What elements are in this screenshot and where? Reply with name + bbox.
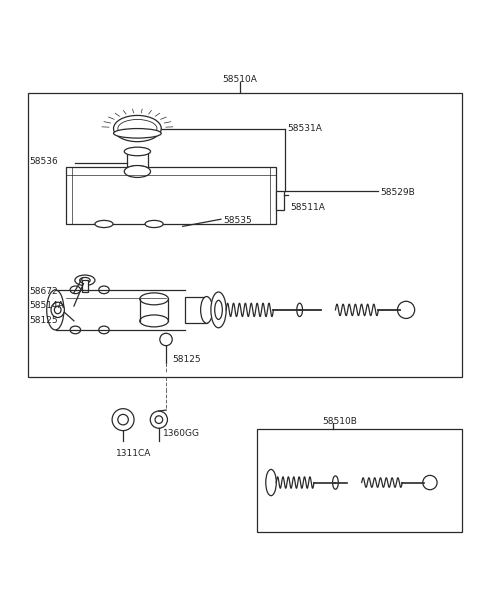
Ellipse shape [145, 220, 163, 228]
Bar [185, 296, 206, 323]
Text: 58529B: 58529B [381, 188, 416, 197]
Ellipse shape [266, 469, 276, 496]
Ellipse shape [70, 326, 81, 334]
Ellipse shape [124, 165, 151, 178]
Text: 58511A: 58511A [290, 204, 325, 212]
Ellipse shape [99, 286, 109, 293]
Text: 58536: 58536 [29, 157, 58, 167]
Bar [257, 429, 462, 532]
Bar [276, 191, 284, 210]
Ellipse shape [297, 303, 302, 317]
Text: 58531A: 58531A [288, 124, 323, 133]
Ellipse shape [70, 286, 81, 293]
Ellipse shape [201, 296, 213, 323]
Ellipse shape [75, 275, 95, 285]
Text: 58125: 58125 [29, 316, 58, 325]
Text: 58672: 58672 [29, 287, 58, 296]
Ellipse shape [140, 293, 168, 305]
Ellipse shape [51, 302, 64, 317]
Text: 58510A: 58510A [223, 75, 257, 84]
Circle shape [150, 411, 168, 428]
Ellipse shape [95, 220, 113, 228]
Circle shape [160, 333, 172, 346]
Ellipse shape [124, 147, 151, 156]
Bar [28, 93, 462, 377]
Bar [66, 167, 276, 224]
Circle shape [155, 416, 163, 424]
Ellipse shape [54, 306, 61, 314]
Ellipse shape [333, 476, 338, 489]
Text: 58125: 58125 [172, 354, 201, 363]
Ellipse shape [118, 119, 157, 138]
Text: 1360GG: 1360GG [163, 429, 200, 438]
Ellipse shape [211, 292, 226, 328]
Ellipse shape [47, 290, 64, 330]
Text: 58535: 58535 [223, 216, 252, 224]
Bar [127, 153, 148, 169]
Circle shape [118, 415, 128, 425]
Text: 58510B: 58510B [322, 416, 357, 426]
Circle shape [112, 409, 134, 430]
Text: 58514A: 58514A [29, 301, 64, 309]
Ellipse shape [114, 116, 161, 141]
Ellipse shape [99, 326, 109, 334]
Ellipse shape [140, 315, 168, 327]
Text: 1311CA: 1311CA [116, 448, 151, 458]
Ellipse shape [127, 166, 148, 172]
Bar [82, 280, 88, 292]
Ellipse shape [114, 129, 161, 138]
